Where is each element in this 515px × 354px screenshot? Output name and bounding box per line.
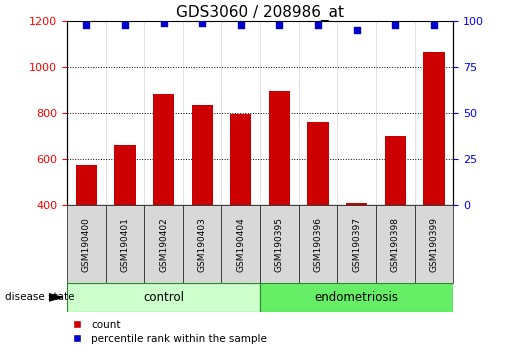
Text: GSM190401: GSM190401 [121, 217, 129, 272]
Bar [415, 205, 453, 283]
Bar [423, 52, 444, 205]
Text: GSM190399: GSM190399 [430, 217, 438, 272]
Bar [153, 94, 174, 205]
Text: GSM190400: GSM190400 [82, 217, 91, 272]
Bar [192, 105, 213, 205]
Text: control: control [143, 291, 184, 304]
Point [159, 20, 167, 26]
Bar [183, 205, 221, 283]
Bar [385, 136, 406, 205]
Point [121, 22, 129, 28]
Bar [221, 205, 260, 283]
Text: GSM190403: GSM190403 [198, 217, 207, 272]
Bar [76, 165, 97, 205]
Bar [114, 145, 135, 205]
Text: endometriosis: endometriosis [315, 291, 399, 304]
Point [314, 22, 322, 28]
Point [430, 22, 438, 28]
Bar [260, 205, 299, 283]
Text: GSM190404: GSM190404 [236, 217, 245, 272]
Title: GDS3060 / 208986_at: GDS3060 / 208986_at [176, 5, 344, 21]
Text: GSM190402: GSM190402 [159, 217, 168, 272]
Text: GSM190397: GSM190397 [352, 217, 361, 272]
Point [198, 20, 206, 26]
Point [82, 22, 91, 28]
Bar [67, 283, 260, 312]
Bar [106, 205, 144, 283]
Point [391, 22, 400, 28]
Bar [299, 205, 337, 283]
Bar [307, 122, 329, 205]
Text: GSM190395: GSM190395 [275, 217, 284, 272]
Legend: count, percentile rank within the sample: count, percentile rank within the sample [72, 320, 267, 344]
Text: GSM190396: GSM190396 [314, 217, 322, 272]
Bar [144, 205, 183, 283]
Bar [67, 205, 106, 283]
Bar [346, 203, 367, 205]
Bar [269, 91, 290, 205]
Point [352, 28, 360, 33]
Polygon shape [49, 294, 62, 301]
Bar [230, 114, 251, 205]
Point [236, 22, 245, 28]
Bar [260, 283, 453, 312]
Bar [337, 205, 376, 283]
Text: GSM190398: GSM190398 [391, 217, 400, 272]
Text: disease state: disease state [5, 292, 75, 302]
Point [275, 22, 283, 28]
Bar [376, 205, 415, 283]
